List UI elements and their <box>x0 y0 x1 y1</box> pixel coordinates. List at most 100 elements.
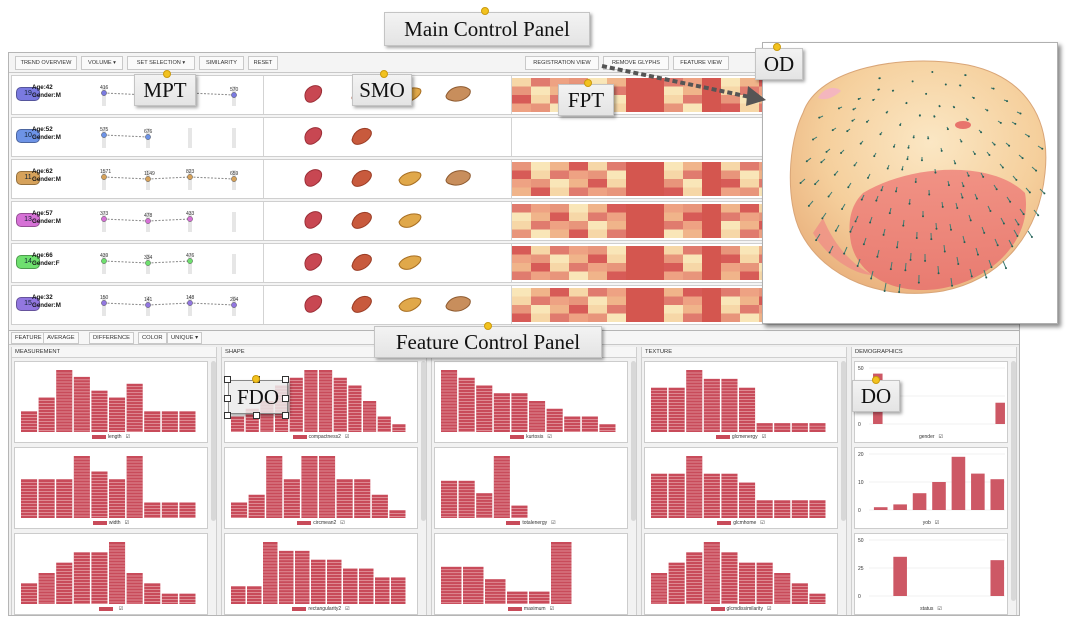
organ-shape-glyph[interactable] <box>348 250 376 272</box>
set-selection-dropdown[interactable]: SET SELECTION ▾ <box>127 56 195 70</box>
histogram-label[interactable]: ☑ <box>15 606 207 613</box>
shape-overview-cell[interactable] <box>264 244 512 282</box>
histogram-label[interactable]: glcmdissimilarity ☑ <box>645 606 837 613</box>
registration-view-button[interactable]: REGISTRATION VIEW <box>525 56 599 70</box>
feature-view-button[interactable]: FEATURE VIEW <box>673 56 729 70</box>
organ-shape-glyph[interactable] <box>300 166 328 188</box>
feature-plot-panel[interactable]: totalenergy ☑ <box>434 447 628 529</box>
patient-id-badge[interactable]: 13 <box>16 213 40 227</box>
trend-cell[interactable]: 14 Age:66 Gender:F 439 334 476 <box>12 244 264 282</box>
histogram-checkbox[interactable]: ☑ <box>766 606 772 612</box>
column-scrollbar[interactable] <box>631 361 636 521</box>
feature-plot-panel[interactable]: kurtosis ☑ <box>434 361 628 443</box>
trend-cell[interactable]: 10 Age:52 Gender:M 575 676 <box>12 118 264 156</box>
trend-cell[interactable]: 13 Age:57 Gender:M 373 478 433 <box>12 202 264 240</box>
demographic-plot-panel[interactable]: 20 10 0 yob ☑ <box>854 447 1008 529</box>
reset-button[interactable]: RESET <box>248 56 278 70</box>
column-scrollbar[interactable] <box>421 361 426 521</box>
organ-shape-glyph[interactable] <box>348 292 376 314</box>
histogram-checkbox[interactable]: ☑ <box>118 606 124 612</box>
organ-shape-glyph[interactable] <box>300 208 328 230</box>
patient-trend-plot[interactable]: 439 334 476 <box>12 244 264 282</box>
feature-histogram[interactable] <box>435 534 627 606</box>
histogram-label[interactable]: totalenergy ☑ <box>435 520 627 527</box>
selection-handle[interactable] <box>224 395 231 402</box>
histogram-checkbox[interactable]: ☑ <box>761 434 767 440</box>
feature-plot-panel[interactable]: circmean2 ☑ <box>224 447 418 529</box>
trend-cell[interactable]: 11 Age:62 Gender:M 1571 1149 823 659 <box>12 160 264 198</box>
organ-shape-glyph[interactable] <box>396 250 424 272</box>
demographic-label[interactable]: status ☑ <box>855 606 1007 613</box>
patient-id-badge[interactable]: 11 <box>16 171 40 185</box>
shape-overview-cell[interactable] <box>264 286 512 324</box>
feature-plot-panel[interactable]: glcmdissimilarity ☑ <box>644 533 838 615</box>
feature-plot-panel[interactable]: width ☑ <box>14 447 208 529</box>
organ-detail-view[interactable] <box>762 42 1058 324</box>
organ-shape-glyph[interactable] <box>300 124 328 146</box>
organ-3d-render[interactable] <box>763 43 1059 325</box>
organ-shape-glyph[interactable] <box>300 250 328 272</box>
organ-shape-glyph[interactable] <box>396 166 424 188</box>
selection-handle[interactable] <box>282 395 289 402</box>
demographic-plot-panel[interactable]: 50 25 0 status ☑ <box>854 533 1008 615</box>
histogram-label[interactable]: glcmenergy ☑ <box>645 434 837 441</box>
feature-histogram[interactable] <box>645 448 837 520</box>
demographic-bar-chart[interactable]: 20 10 0 <box>855 448 1007 520</box>
organ-shape-glyph[interactable] <box>444 82 472 104</box>
histogram-checkbox[interactable]: ☑ <box>125 434 131 440</box>
patient-trend-plot[interactable]: 575 676 <box>12 118 264 156</box>
feature-plot-panel[interactable]: ☑ <box>14 533 208 615</box>
feature-plot-panel[interactable]: rectangularity2 ☑ <box>224 533 418 615</box>
feature-histogram[interactable] <box>225 448 417 520</box>
selection-handle[interactable] <box>282 412 289 419</box>
color-tab[interactable]: COLOR <box>138 332 167 344</box>
feature-histogram[interactable] <box>225 534 417 606</box>
patient-id-badge[interactable]: 10 <box>16 129 40 143</box>
difference-tab[interactable]: DIFFERENCE <box>89 332 135 344</box>
selection-handle[interactable] <box>282 376 289 383</box>
patient-id-badge[interactable]: 15 <box>16 297 40 311</box>
column-scrollbar[interactable] <box>211 361 216 521</box>
histogram-checkbox[interactable]: ☑ <box>345 606 350 612</box>
trend-cell[interactable]: 15 Age:32 Gender:M 150 141 148 204 <box>12 286 264 324</box>
histogram-checkbox[interactable]: ☑ <box>344 434 350 440</box>
feature-plot-panel[interactable]: maximum ☑ <box>434 533 628 615</box>
histogram-label[interactable]: compactness2 ☑ <box>225 434 417 441</box>
shape-overview-cell[interactable] <box>264 160 512 198</box>
patient-id-badge[interactable]: 19 <box>16 87 40 101</box>
demographic-checkbox[interactable]: ☑ <box>934 520 940 526</box>
organ-shape-glyph[interactable] <box>300 82 328 104</box>
feature-histogram[interactable] <box>435 448 627 520</box>
organ-shape-glyph[interactable] <box>348 208 376 230</box>
trend-overview-button[interactable]: TREND OVERVIEW <box>15 56 77 70</box>
shape-overview-cell[interactable] <box>264 202 512 240</box>
feature-heatmap-cell[interactable] <box>512 286 812 324</box>
organ-shape-glyph[interactable] <box>444 292 472 314</box>
selection-handle[interactable] <box>224 412 231 419</box>
feature-histogram[interactable] <box>15 448 207 520</box>
demographics-scrollbar[interactable] <box>1011 361 1016 601</box>
similarity-button[interactable]: SIMILARITY <box>199 56 244 70</box>
unique-dropdown[interactable]: UNIQUE ▾ <box>167 332 203 344</box>
feature-plot-panel[interactable]: length ☑ <box>14 361 208 443</box>
selection-handle[interactable] <box>224 376 231 383</box>
column-scrollbar[interactable] <box>841 361 846 521</box>
organ-shape-glyph[interactable] <box>396 292 424 314</box>
histogram-label[interactable]: length ☑ <box>15 434 207 441</box>
demographic-checkbox[interactable]: ☑ <box>938 434 944 440</box>
histogram-label[interactable]: rectangularity2 ☑ <box>225 606 417 613</box>
histogram-label[interactable]: maximum ☑ <box>435 606 627 613</box>
feature-tab[interactable]: FEATURE <box>11 332 46 344</box>
volume-dropdown[interactable]: VOLUME ▾ <box>81 56 123 70</box>
feature-histogram[interactable] <box>645 534 837 606</box>
histogram-checkbox[interactable]: ☑ <box>340 520 345 526</box>
organ-shape-glyph[interactable] <box>396 208 424 230</box>
histogram-label[interactable]: kurtosis ☑ <box>435 434 627 441</box>
organ-shape-glyph[interactable] <box>348 166 376 188</box>
patient-trend-plot[interactable]: 1571 1149 823 659 <box>12 160 264 198</box>
patient-trend-plot[interactable]: 373 478 433 <box>12 202 264 240</box>
organ-shape-glyph[interactable] <box>348 124 376 146</box>
remove-glyphs-button[interactable]: REMOVE GLYPHS <box>603 56 669 70</box>
organ-shape-glyph[interactable] <box>444 166 472 188</box>
histogram-checkbox[interactable]: ☑ <box>124 520 130 526</box>
